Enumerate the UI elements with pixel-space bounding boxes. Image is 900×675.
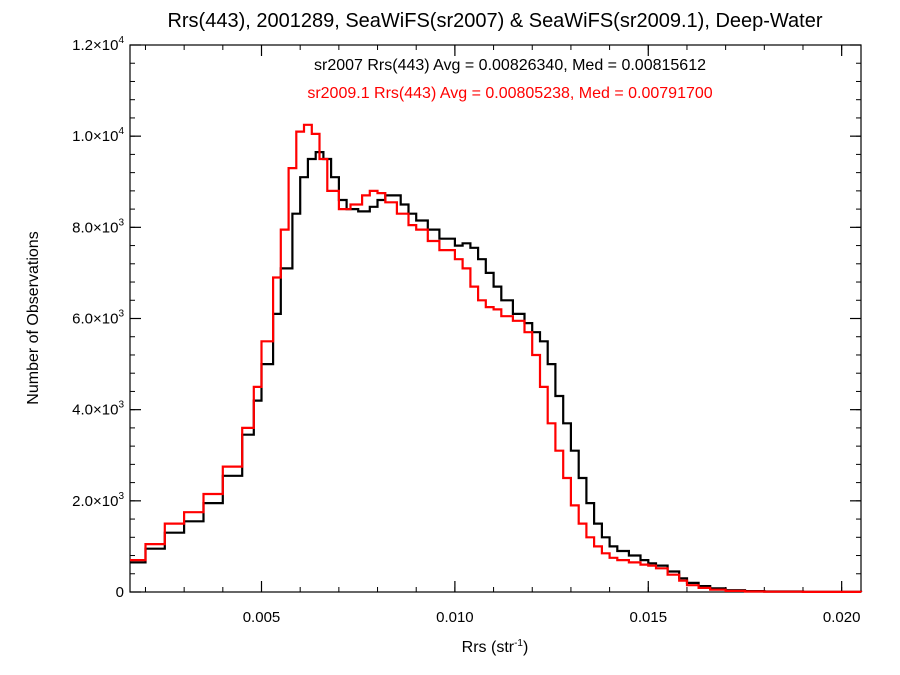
- y-tick-label: 2.0×103: [72, 491, 124, 510]
- series-line-sr2007: [130, 151, 863, 593]
- x-axis-label-sup: -1: [514, 638, 523, 649]
- x-tick-label: 0.015: [630, 609, 668, 626]
- legend-entry-sr2007: sr2007 Rrs(443) Avg = 0.00826340, Med = …: [314, 57, 706, 74]
- series-layer: [130, 123, 863, 593]
- y-tick-label: 4.0×103: [72, 400, 124, 419]
- y-tick-label: 1.0×104: [72, 126, 124, 145]
- x-axis-label-main: Rrs (str: [462, 639, 515, 656]
- plot-frame: [129, 44, 862, 593]
- legend-entry-sr2009: sr2009.1 Rrs(443) Avg = 0.00805238, Med …: [307, 85, 712, 102]
- minor-ticks: [130, 45, 861, 592]
- series-line-sr2009-1: [130, 123, 863, 593]
- y-tick-label: 8.0×103: [72, 217, 124, 236]
- y-tick-label: 6.0×103: [72, 309, 124, 328]
- y-axis-label: Number of Observations: [25, 231, 42, 404]
- x-tick-label: 0.005: [243, 609, 281, 626]
- y-axis-ticks: 0 2.0×103 4.0×103 6.0×103 8.0×103 1.0×104 1.2×…: [72, 35, 861, 601]
- x-tick-label: 0.020: [823, 609, 861, 626]
- x-axis-label-end: ): [523, 639, 528, 656]
- x-axis-label: Rrs (str-1): [462, 638, 529, 656]
- chart-title: Rrs(443), 2001289, SeaWiFS(sr2007) & Sea…: [167, 10, 822, 32]
- x-axis-ticks: 0.005 0.010 0.015 0.020: [243, 45, 861, 626]
- y-tick-label: 1.2×104: [72, 35, 124, 54]
- x-tick-label: 0.010: [436, 609, 474, 626]
- y-tick-label: 0: [116, 584, 124, 601]
